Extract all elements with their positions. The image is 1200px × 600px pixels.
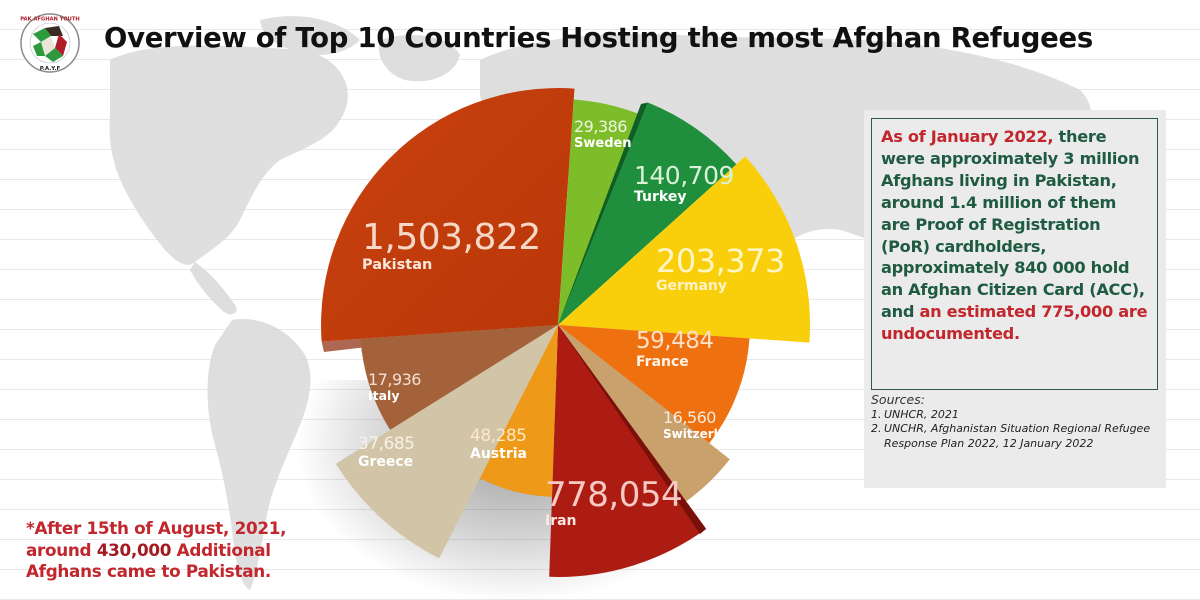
- footnote-line-2: around 430,000 Additional: [26, 540, 286, 562]
- source-item: 2. UNCHR, Afghanistan Situation Regional…: [871, 422, 1161, 451]
- label-iran: 778,054 Iran: [545, 475, 683, 529]
- source-text: UNCHR, Afghanistan Situation Regional Re…: [884, 422, 1151, 450]
- label-sweden: 29,386 Sweden: [574, 117, 632, 151]
- slice-italy: [360, 325, 558, 430]
- value-pakistan: 1,503,822: [362, 217, 541, 258]
- value-sweden: 29,386: [574, 117, 627, 136]
- label-austria: 48,285 Austria: [470, 426, 527, 462]
- label-greece: 37,685 Greece: [358, 434, 415, 470]
- label-france: 59,484 France: [636, 328, 714, 370]
- label-italy: 17,936 Italy: [368, 372, 421, 403]
- country-italy: Italy: [368, 388, 400, 403]
- info-tail: an estimated 775,000 are undocumented.: [881, 302, 1148, 344]
- label-turkey: 140,709 Turkey: [634, 163, 734, 204]
- slice-iran: [549, 325, 707, 577]
- value-greece: 37,685: [358, 434, 415, 454]
- slice-turkey: [558, 102, 737, 325]
- info-panel: [864, 110, 1166, 488]
- label-germany: 203,373 Germany: [656, 245, 785, 293]
- value-austria: 48,285: [470, 426, 527, 446]
- country-france: France: [636, 354, 689, 370]
- info-lead: As of January 2022,: [881, 127, 1054, 146]
- country-sweden: Sweden: [574, 136, 632, 151]
- footnote-text: Additional: [171, 539, 271, 560]
- svg-text:P.A.Y.F: P.A.Y.F: [40, 66, 61, 72]
- value-germany: 203,373: [656, 242, 785, 280]
- source-text: UNHCR, 2021: [884, 407, 959, 421]
- slice-austria: [479, 325, 558, 497]
- page-title: Overview of Top 10 Countries Hosting the…: [104, 22, 1093, 54]
- slice-switzerland: [558, 325, 730, 502]
- svg-text:PAK AFGHAN YOUTH: PAK AFGHAN YOUTH: [20, 17, 80, 23]
- footnote: *After 15th of August, 2021, around 430,…: [26, 518, 287, 583]
- slice-france: [558, 325, 750, 444]
- source-number: 1.: [871, 407, 882, 421]
- sources: Sources: 1. UNHCR, 2021 2. UNCHR, Afghan…: [871, 392, 1161, 451]
- footnote-text: around: [26, 539, 97, 560]
- footnote-highlight: 430,000: [96, 539, 172, 560]
- value-italy: 17,936: [368, 370, 421, 389]
- info-box: As of January 2022, there were approxima…: [871, 118, 1158, 390]
- footnote-line-1: *After 15th of August, 2021,: [26, 518, 287, 538]
- country-germany: Germany: [656, 278, 728, 294]
- footnote-line-3: Afghans came to Pakistan.: [26, 561, 271, 581]
- source-number: 2.: [871, 422, 882, 435]
- value-france: 59,484: [636, 328, 714, 354]
- info-body: there were approximately 3 million Afgha…: [881, 127, 1145, 322]
- country-pakistan: Pakistan: [362, 257, 433, 273]
- country-switzerland: Switzerland: [663, 427, 743, 441]
- source-item: 1. UNHCR, 2021: [871, 408, 1161, 423]
- payf-logo: PAK AFGHAN YOUTH P.A.Y.F: [19, 12, 81, 74]
- paky-logo-icon: PAK AFGHAN YOUTH P.A.Y.F: [20, 13, 80, 73]
- label-switzerland: 16,560 Switzerland: [663, 408, 743, 441]
- slice-greece: [335, 325, 558, 559]
- value-turkey: 140,709: [634, 161, 734, 190]
- sources-heading: Sources:: [871, 392, 925, 407]
- label-pakistan: 1,503,822 Pakistan: [362, 220, 541, 273]
- slice-pakistan: [321, 88, 575, 342]
- value-switzerland: 16,560: [663, 408, 716, 427]
- slice-germany: [558, 156, 811, 343]
- country-iran: Iran: [545, 513, 577, 529]
- country-austria: Austria: [470, 446, 527, 462]
- info-text: As of January 2022, there were approxima…: [881, 126, 1149, 345]
- value-iran: 778,054: [545, 475, 683, 515]
- country-turkey: Turkey: [634, 189, 687, 205]
- country-greece: Greece: [358, 454, 414, 470]
